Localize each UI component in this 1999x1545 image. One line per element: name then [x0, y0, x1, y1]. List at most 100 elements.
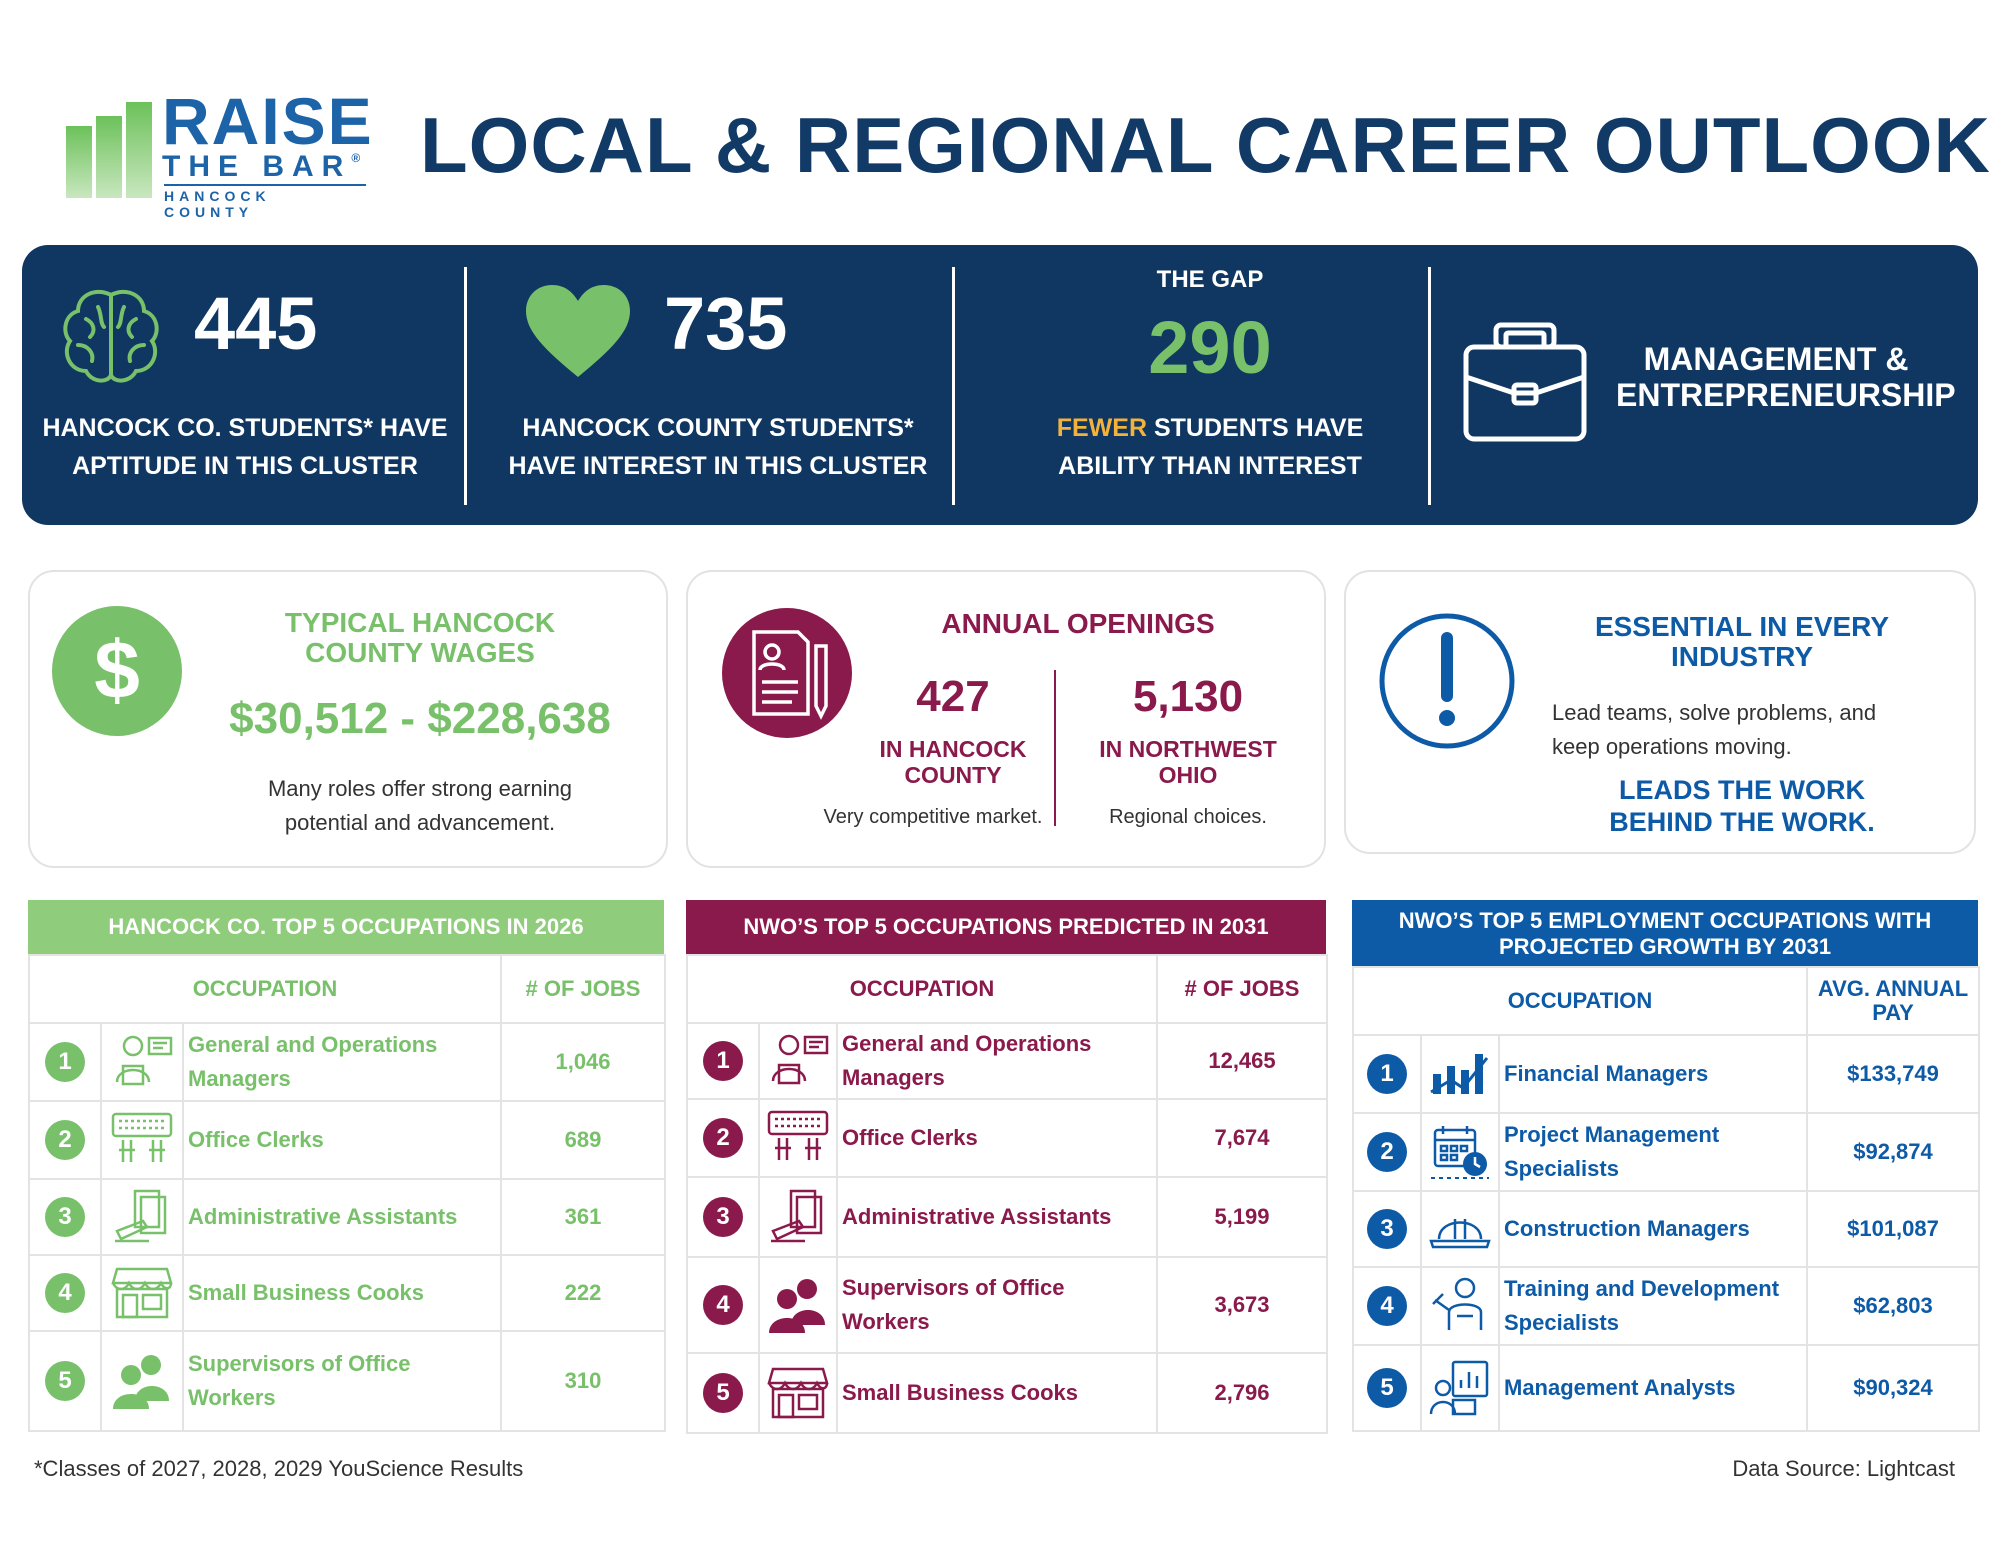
jobs-value: 310	[500, 1330, 666, 1432]
occupation-name: Administrative Assistants	[182, 1178, 502, 1256]
pay-value: $90,324	[1806, 1344, 1980, 1432]
rank-badge: 2	[703, 1118, 743, 1158]
briefcase-icon	[1463, 322, 1587, 442]
storefront-icon	[111, 1267, 173, 1319]
resume-icon	[722, 608, 852, 738]
interest-caption: HANCOCK COUNTY STUDENTS* HAVE INTEREST IN…	[508, 414, 928, 480]
divider	[464, 267, 467, 505]
rank-badge: 3	[1367, 1209, 1407, 1249]
jobs-value: 7,674	[1156, 1098, 1328, 1178]
table-row: 5 Small Business Cooks 2,796	[686, 1352, 1328, 1434]
table-title: NWO’S TOP 5 EMPLOYMENT OCCUPATIONS WITH P…	[1352, 900, 1978, 966]
aptitude-caption: HANCOCK CO. STUDENTS* HAVE APTITUDE IN TH…	[42, 414, 448, 480]
occupation-name: Supervisors of Office Workers	[836, 1256, 1158, 1354]
table-row: 4 Small Business Cooks 222	[28, 1254, 666, 1332]
occupation-name: Office Clerks	[182, 1100, 502, 1180]
jobs-value: 2,796	[1156, 1352, 1328, 1434]
nwo-occupations-table: NWO’S TOP 5 OCCUPATIONS PREDICTED IN 203…	[686, 900, 1328, 1434]
trainer-icon	[1432, 1277, 1483, 1330]
growth-chart-icon	[1430, 1054, 1489, 1094]
rank-badge: 1	[45, 1042, 85, 1082]
column-header-occupation: OCCUPATION	[28, 954, 502, 1024]
essential-card: ESSENTIAL IN EVERY INDUSTRY Lead teams, s…	[1344, 570, 1976, 854]
wages-card: $ TYPICAL HANCOCK COUNTY WAGES $30,512 - …	[28, 570, 668, 868]
data-source: Data Source: Lightcast	[1732, 1456, 1955, 1481]
openings-card: ANNUAL OPENINGS 427 IN HANCOCK COUNTY Ver…	[686, 570, 1326, 868]
essential-description: Lead teams, solve problems, and keep oper…	[1552, 700, 1877, 759]
dollar-icon: $	[52, 606, 182, 736]
divider	[1428, 267, 1431, 505]
table-row: 2 Office Clerks 689	[28, 1100, 666, 1180]
column-header-jobs: # OF JOBS	[1156, 954, 1328, 1024]
footnote: *Classes of 2027, 2028, 2029 YouScience …	[34, 1456, 524, 1481]
cluster-name: MANAGEMENT & ENTREPRENEURSHIP	[1616, 341, 1956, 413]
occupation-name: Small Business Cooks	[182, 1254, 502, 1332]
rank-badge: 4	[703, 1285, 743, 1325]
occupation-name: Training and Development Specialists	[1498, 1266, 1808, 1346]
pay-value: $92,874	[1806, 1112, 1980, 1192]
svg-text:$: $	[94, 625, 140, 716]
jobs-value: 689	[500, 1100, 666, 1180]
jobs-value: 12,465	[1156, 1022, 1328, 1100]
rank-badge: 3	[703, 1197, 743, 1237]
occupation-name: Supervisors of Office Workers	[182, 1330, 502, 1432]
local-openings-value: 427	[916, 672, 990, 721]
people-icon	[769, 1279, 825, 1333]
page-title: LOCAL & REGIONAL CAREER OUTLOOK	[420, 101, 1991, 189]
rank-badge: 2	[45, 1120, 85, 1160]
people-icon	[113, 1355, 169, 1409]
rank-badge: 5	[45, 1361, 85, 1401]
keyboard-icon	[111, 1112, 173, 1162]
openings-title: ANNUAL OPENINGS	[941, 608, 1215, 639]
column-header-occupation: OCCUPATION	[686, 954, 1158, 1024]
occupation-name: Project Management Specialists	[1498, 1112, 1808, 1192]
growth-occupations-table: NWO’S TOP 5 EMPLOYMENT OCCUPATIONS WITH P…	[1352, 900, 1980, 1432]
essential-tagline: LEADS THE WORK BEHIND THE WORK.	[1609, 775, 1875, 837]
gap-label: THE GAP	[1156, 266, 1264, 293]
table-title: HANCOCK CO. TOP 5 OCCUPATIONS IN 2026	[28, 900, 664, 954]
table-row: 1 General and Operations Managers 1,046	[28, 1022, 666, 1102]
jobs-value: 361	[500, 1178, 666, 1256]
table-row: 2 Office Clerks 7,674	[686, 1098, 1328, 1178]
table-row: 3 Administrative Assistants 5,199	[686, 1176, 1328, 1258]
table-title: NWO’S TOP 5 OCCUPATIONS PREDICTED IN 203…	[686, 900, 1326, 954]
divider	[1054, 670, 1056, 826]
rank-badge: 5	[703, 1373, 743, 1413]
local-openings-label: IN HANCOCK COUNTY	[879, 736, 1027, 788]
table-row: 3 Administrative Assistants 361	[28, 1178, 666, 1256]
rank-badge: 1	[1367, 1054, 1407, 1094]
stapler-icon	[771, 1189, 823, 1243]
table-row: 1 Financial Managers $133,749	[1352, 1034, 1980, 1114]
pay-value: $133,749	[1806, 1034, 1980, 1114]
analyst-icon	[1429, 1360, 1489, 1416]
jobs-value: 5,199	[1156, 1176, 1328, 1258]
table-row: 2 Project Management Specialists $92,874	[1352, 1112, 1980, 1192]
column-header-pay: AVG. ANNUAL PAY	[1806, 966, 1980, 1036]
wages-description: Many roles offer strong earning potential…	[267, 776, 573, 835]
table-row: 5 Supervisors of Office Workers 310	[28, 1330, 666, 1432]
logo-hancock-county: HANCOCK COUNTY	[164, 184, 366, 220]
jobs-value: 222	[500, 1254, 666, 1332]
jobs-value: 1,046	[500, 1022, 666, 1102]
occupation-name: General and Operations Managers	[836, 1022, 1158, 1100]
table-row: 4 Supervisors of Office Workers 3,673	[686, 1256, 1328, 1354]
table-row: 4 Training and Development Specialists $6…	[1352, 1266, 1980, 1346]
divider	[952, 267, 955, 505]
pay-value: $62,803	[1806, 1266, 1980, 1346]
heart-icon	[526, 285, 630, 377]
gap-caption: FEWER STUDENTS HAVE ABILITY THAN INTERES…	[1056, 414, 1364, 480]
gap-value: 290	[1148, 306, 1272, 389]
hancock-occupations-table: HANCOCK CO. TOP 5 OCCUPATIONS IN 2026 OC…	[28, 900, 666, 1432]
calendar-clock-icon	[1431, 1126, 1489, 1179]
wages-title: TYPICAL HANCOCK COUNTY WAGES	[284, 607, 556, 668]
regional-openings-value: 5,130	[1132, 672, 1244, 721]
stats-banner: 445 HANCOCK CO. STUDENTS* HAVE APTITUDE I…	[22, 245, 1978, 525]
occupation-name: Financial Managers	[1498, 1034, 1808, 1114]
jobs-value: 3,673	[1156, 1256, 1328, 1354]
column-header-occupation: OCCUPATION	[1352, 966, 1808, 1036]
occupation-name: Office Clerks	[836, 1098, 1158, 1178]
rank-badge: 5	[1367, 1368, 1407, 1408]
table-row: 3 Construction Managers $101,087	[1352, 1190, 1980, 1268]
table-row: 5 Management Analysts $90,324	[1352, 1344, 1980, 1432]
interest-value: 735	[664, 282, 788, 365]
